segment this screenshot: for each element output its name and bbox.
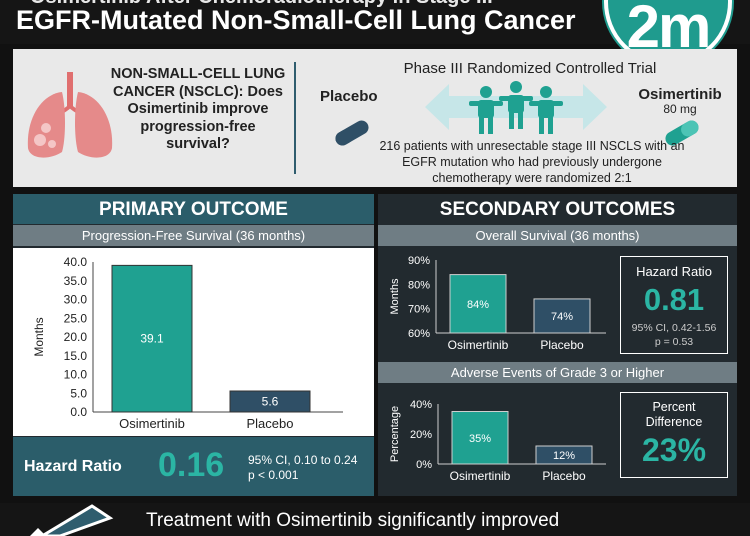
trial-description: 216 patients with unresectable stage III… (379, 139, 685, 185)
os-hr-value: 0.81 (643, 282, 705, 317)
y-tick-label: 70% (408, 304, 430, 316)
y-tick-label: 40.0 (64, 255, 88, 269)
bar-osimertinib (449, 274, 507, 334)
bar-placebo (535, 445, 593, 465)
primary-hr-label: Hazard Ratio (24, 458, 122, 475)
data-label-osimertinib: 35% (469, 433, 491, 445)
placebo-label: Placebo (320, 88, 378, 105)
os-hr-label: Hazard Ratio (636, 264, 712, 279)
bar-placebo (229, 390, 311, 413)
y-tick-label: 0% (416, 459, 432, 471)
x-tick-label: Osimertinib (450, 469, 511, 483)
study-question: NON-SMALL-CELL LUNG CANCER (NSCLC): Does… (110, 66, 286, 152)
os-subheading: Overall Survival (36 months) (378, 225, 737, 246)
ae-diff-box (620, 392, 728, 478)
data-label-placebo: 74% (551, 311, 573, 323)
y-tick-label: 15.0 (64, 349, 88, 363)
pfs-subheading: Progression-Free Survival (36 months) (13, 225, 374, 246)
pfs-chart-area (13, 248, 374, 436)
ae-diff-label: Percent Difference (645, 400, 703, 429)
trial-title: Phase III Randomized Controlled Trial (403, 60, 657, 77)
page-title: EGFR-Mutated Non-Small-Cell Lung Cancer (16, 5, 576, 35)
y-tick-label: 80% (408, 279, 430, 291)
x-tick-label: Placebo (540, 338, 584, 352)
ae-diff-value: 23% (641, 432, 707, 468)
primary-header (13, 194, 374, 224)
data-label-placebo: 12% (553, 450, 575, 462)
ae-chart: 0% 20% 40% Percentage 35% Osimertinib 12% Place… (389, 399, 606, 483)
conclusion-text: Treatment with Osimertinib significantly… (146, 510, 560, 531)
os-chart: 60% 70% 80% 90% Months 84% Osimertinib 74% Place… (389, 255, 606, 352)
conclusion-footer (0, 503, 750, 536)
y-axis-label: Percentage (389, 406, 401, 462)
y-axis-label: Months (389, 278, 401, 315)
y-tick-label: 25.0 (64, 311, 88, 325)
y-tick-label: 10.0 (64, 368, 88, 382)
ae-subheading: Adverse Events of Grade 3 or Higher (378, 362, 737, 383)
os-hr-p: p = 0.53 (654, 336, 694, 348)
os-hr-box (620, 256, 728, 354)
intro-divider (294, 62, 296, 174)
secondary-heading: SECONDARY OUTCOMES (439, 199, 676, 220)
y-tick-label: 35.0 (64, 274, 88, 288)
x-tick-label: Placebo (247, 416, 294, 431)
data-label-placebo: 5.6 (262, 395, 279, 409)
y-tick-label: 30.0 (64, 293, 88, 307)
y-tick-label: 20% (410, 429, 432, 441)
primary-hr-box (13, 437, 374, 496)
primary-hr-p: p < 0.001 (248, 468, 299, 482)
x-tick-label: Osimertinib (448, 338, 509, 352)
pen-icon (30, 504, 114, 536)
x-tick-label: Osimertinib (119, 416, 185, 431)
intro-panel (13, 49, 737, 187)
data-label-osimertinib: 84% (467, 299, 489, 311)
y-tick-label: 20.0 (64, 330, 88, 344)
patients-icon (469, 81, 563, 134)
title-partial: Osimertinib After Chemoradiotherapy in S… (30, 0, 493, 9)
placebo-pill-icon (335, 120, 369, 146)
bar-osimertinib (451, 411, 509, 465)
primary-hr-value: 0.16 (158, 446, 225, 484)
y-tick-label: 40% (410, 399, 432, 411)
osimertinib-dose: 80 mg (663, 102, 697, 116)
y-axis-label: Months (32, 317, 46, 356)
pfs-chart: 0.0 5.0 10.0 15.0 20.0 25.0 30.0 35.0 40.0 Months… (32, 255, 343, 431)
x-tick-label: Placebo (542, 469, 586, 483)
lungs-icon (27, 72, 113, 158)
primary-heading: PRIMARY OUTCOME (99, 199, 288, 220)
primary-hr-ci: 95% CI, 0.10 to 0.24 (248, 453, 358, 467)
y-tick-label: 90% (408, 255, 430, 267)
os-hr-ci: 95% CI, 0.42-1.56 (631, 322, 717, 334)
data-label-osimertinib: 39.1 (140, 332, 164, 346)
y-tick-label: 60% (408, 328, 430, 340)
y-tick-label: 0.0 (70, 405, 87, 419)
y-tick-label: 5.0 (70, 386, 87, 400)
bar-osimertinib (111, 264, 193, 413)
osimertinib-pill-icon (665, 120, 699, 146)
osimertinib-label: Osimertinib (638, 86, 722, 103)
bar-placebo (533, 298, 591, 334)
